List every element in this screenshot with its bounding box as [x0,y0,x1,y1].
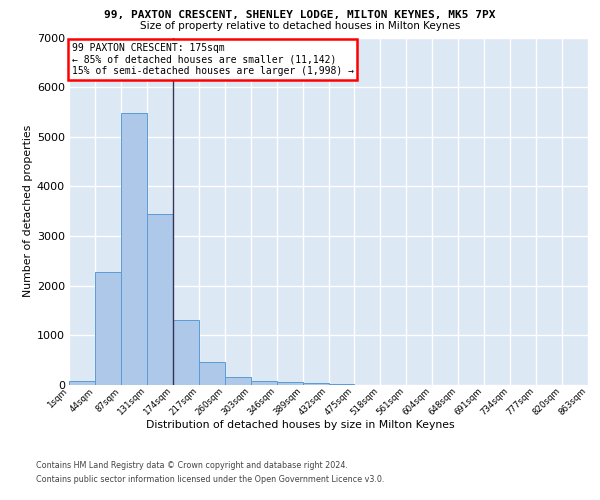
Text: 99, PAXTON CRESCENT, SHENLEY LODGE, MILTON KEYNES, MK5 7PX: 99, PAXTON CRESCENT, SHENLEY LODGE, MILT… [104,10,496,20]
Bar [173,320,199,385]
Text: Size of property relative to detached houses in Milton Keynes: Size of property relative to detached ho… [140,21,460,31]
Text: Contains HM Land Registry data © Crown copyright and database right 2024.: Contains HM Land Registry data © Crown c… [36,461,348,470]
Bar [95,272,121,385]
Bar [69,382,95,385]
Bar [251,380,277,385]
Y-axis label: Number of detached properties: Number of detached properties [23,125,32,298]
Text: Contains public sector information licensed under the Open Government Licence v3: Contains public sector information licen… [36,475,385,484]
Bar [199,362,224,385]
Bar [121,114,147,385]
Bar [302,383,329,385]
Bar [147,214,173,385]
Bar [329,384,355,385]
Text: Distribution of detached houses by size in Milton Keynes: Distribution of detached houses by size … [146,420,454,430]
Text: 99 PAXTON CRESCENT: 175sqm
← 85% of detached houses are smaller (11,142)
15% of : 99 PAXTON CRESCENT: 175sqm ← 85% of deta… [71,42,353,76]
Bar [225,378,251,385]
Bar [277,382,302,385]
